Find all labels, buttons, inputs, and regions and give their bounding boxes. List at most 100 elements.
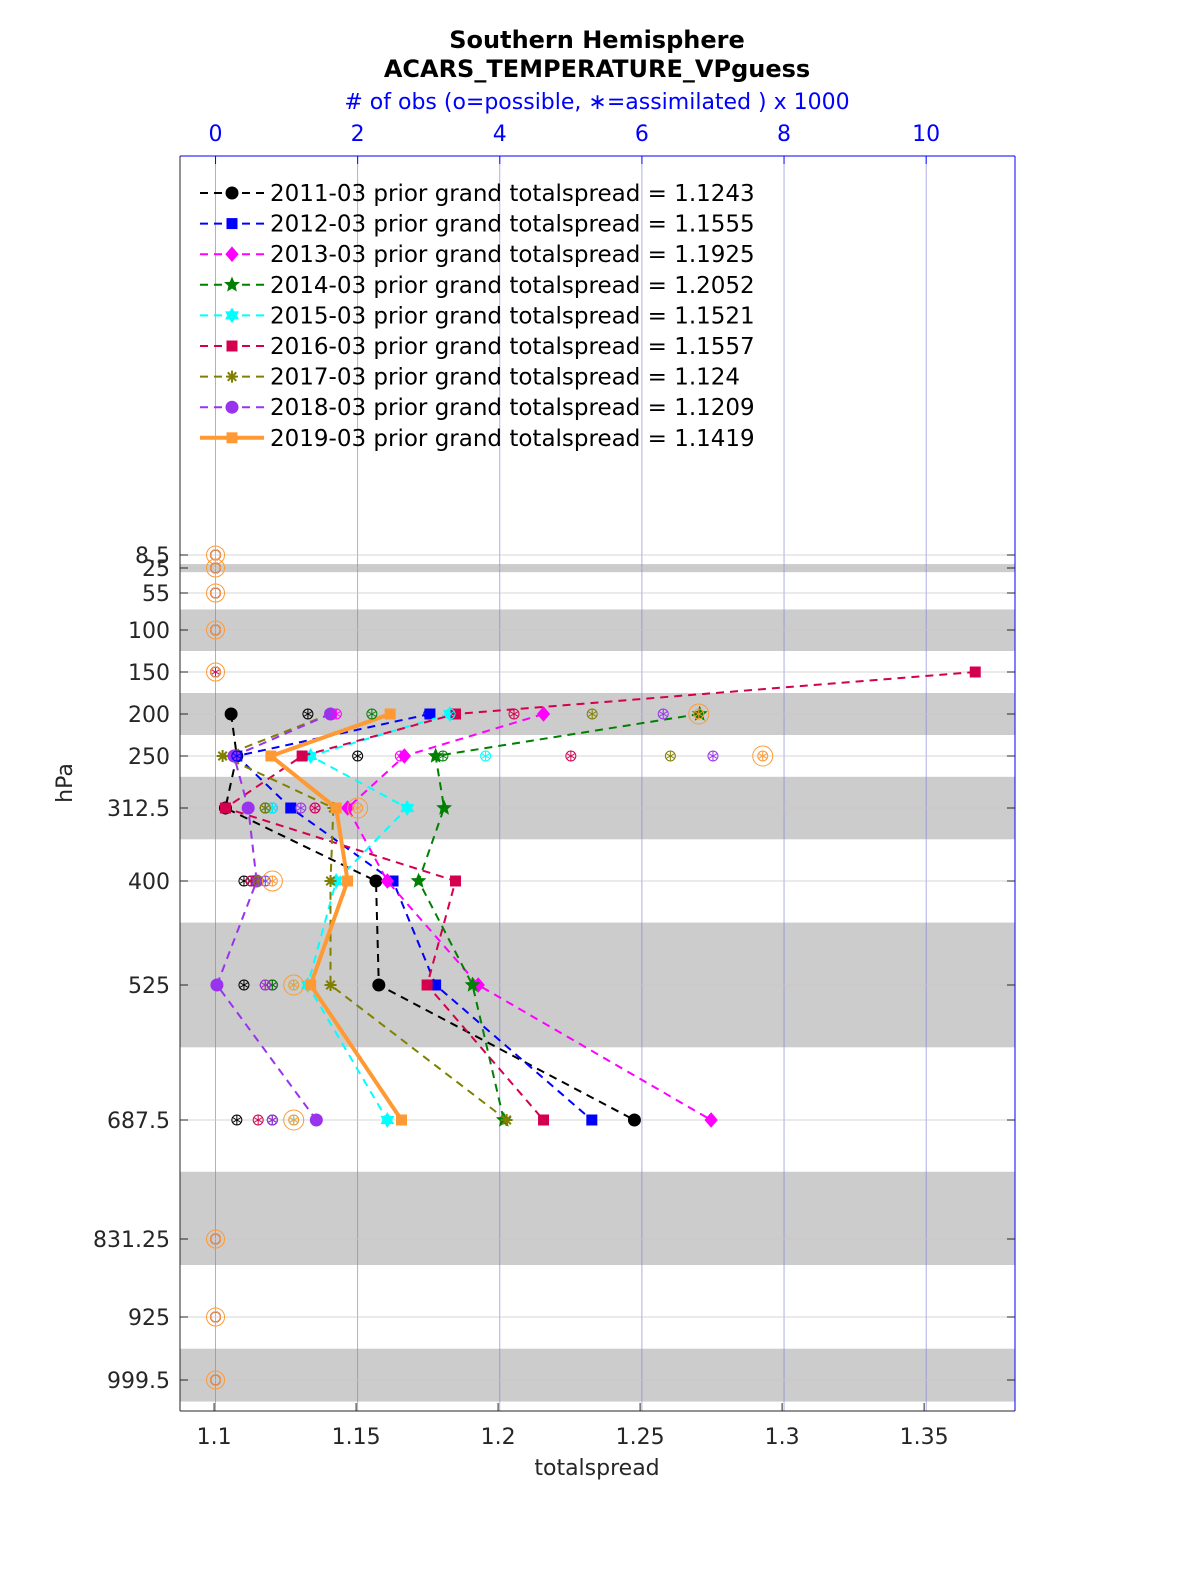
y-tick-label: 25 [142, 557, 170, 582]
obs-assimilated-marker [303, 709, 313, 719]
x-axis-label: totalspread [534, 1456, 659, 1481]
obs-assimilated-marker [438, 751, 448, 761]
obs-zero-ring [206, 620, 226, 640]
data-point-2019-03 [330, 802, 342, 814]
obs-large-ring [261, 870, 283, 892]
obs-assimilated-marker [239, 980, 249, 990]
obs-assimilated-marker [480, 751, 491, 761]
obs-assimilated-marker [445, 709, 455, 719]
obs-zero-marker [210, 1374, 222, 1386]
series-line-2015-03 [306, 713, 451, 1121]
legend-label-2012-03: 2012-03 prior grand totalspread = 1.1555 [270, 212, 755, 238]
obs-large-ring [688, 703, 710, 725]
obs-zero-ring [206, 1307, 226, 1327]
data-point-2016-03 [296, 750, 308, 762]
obs-assimilated-marker [310, 803, 320, 813]
obs-zero-marker [210, 1233, 222, 1245]
chart-subtitle: ACARS_TEMPERATURE_VPguess [384, 55, 810, 83]
series-group [210, 666, 981, 1128]
top-axis-label: # of obs (o=possible, ∗=assimilated ) x … [344, 90, 849, 115]
obs-assimilated-marker [658, 709, 668, 719]
y-tick-label: 999.5 [107, 1369, 170, 1394]
data-point-2016-03 [969, 666, 981, 678]
obs-assimilated-marker [232, 1115, 242, 1125]
legend-label-2014-03: 2014-03 prior grand totalspread = 1.2052 [270, 273, 755, 299]
legend: 2011-03 prior grand totalspread = 1.1243… [200, 181, 755, 452]
obs-assimilated-marker [694, 709, 704, 719]
obs-assimilated-marker [232, 751, 242, 761]
data-point-2019-03 [384, 708, 396, 720]
y-tick-label: 687.5 [107, 1109, 170, 1134]
obs-assimilated-marker [509, 709, 519, 719]
data-point-2017-03 [324, 979, 337, 991]
obs-assimilated-marker [395, 751, 405, 761]
obs-assimilated-marker [267, 1115, 277, 1125]
data-point-2017-03 [500, 1114, 513, 1126]
level-band [180, 1171, 1015, 1265]
obs-assimilated-marker [708, 751, 718, 761]
data-point-2018-03 [309, 1113, 323, 1127]
obs-assimilated-marker [331, 709, 341, 719]
legend-marker-2019-03 [226, 432, 238, 444]
obs-large-ring [283, 1109, 305, 1131]
obs-large-ring [752, 745, 774, 767]
obs-assimilated-marker [253, 1115, 263, 1125]
data-point-2011-03 [627, 1113, 641, 1127]
obs-zero-marker [210, 587, 222, 599]
obs-large-ring [283, 974, 305, 996]
data-point-2013-03 [704, 1112, 718, 1128]
data-point-2015-03 [380, 1112, 395, 1128]
y-tick-label: 8.5 [135, 544, 170, 569]
data-point-2016-03 [538, 1114, 550, 1126]
obs-zero-ring [206, 583, 226, 603]
data-point-2017-03 [216, 750, 229, 762]
legend-label-2019-03: 2019-03 prior grand totalspread = 1.1419 [270, 426, 755, 452]
y-tick-label: 831.25 [93, 1228, 170, 1253]
x-tick-label: 1.35 [900, 1425, 949, 1450]
obs-assimilated-marker [758, 751, 768, 761]
obs-assimilated-marker [353, 751, 363, 761]
data-point-2019-03 [342, 875, 354, 887]
legend-marker-2016-03 [226, 340, 238, 352]
top-tick-label: 6 [635, 122, 649, 147]
y-tick-label: 312.5 [107, 797, 170, 822]
top-tick-label: 2 [351, 122, 365, 147]
chart-title: Southern Hemisphere [449, 26, 745, 54]
y-tick-label: 55 [142, 582, 170, 607]
series-line-2017-03 [220, 713, 508, 1121]
legend-marker-2011-03 [225, 186, 239, 200]
series-line-2018-03 [215, 713, 331, 1121]
legend-marker-2015-03 [225, 307, 239, 324]
obs-assimilated-marker [665, 751, 675, 761]
x-tick-label: 1.15 [332, 1425, 381, 1450]
obs-assimilated-marker [296, 803, 306, 813]
top-tick-label: 8 [777, 122, 791, 147]
data-point-2013-03 [380, 873, 394, 889]
obs-zero-ring [206, 1229, 226, 1249]
top-tick-label: 0 [209, 122, 223, 147]
obs-assimilated-marker [289, 1115, 299, 1125]
data-point-2015-03 [400, 800, 415, 816]
data-point-2014-03 [427, 747, 444, 763]
data-point-2016-03 [449, 875, 461, 887]
y-tick-label: 150 [128, 661, 170, 686]
y-tick-label: 925 [128, 1306, 170, 1331]
data-point-2016-03 [421, 979, 433, 991]
y-tick-label: 250 [128, 745, 170, 770]
data-point-2018-03 [210, 978, 224, 992]
y-axis-label: hPa [53, 763, 78, 803]
obs-zero-ring [206, 1370, 226, 1390]
top-tick-label: 4 [493, 122, 507, 147]
obs-assimilated-marker [210, 667, 221, 677]
obs-zero-marker [210, 549, 222, 561]
series-line-2012-03 [234, 713, 593, 1121]
obs-assimilated-marker [424, 709, 434, 719]
legend-marker-2014-03 [224, 276, 240, 292]
data-point-2017-03 [324, 875, 337, 887]
legend-marker-2013-03 [225, 246, 239, 262]
series-line-2019-03 [266, 712, 404, 1122]
legend-label-2013-03: 2013-03 prior grand totalspread = 1.1925 [270, 242, 755, 268]
data-point-2016-03 [219, 802, 231, 814]
obs-assimilated-marker [587, 709, 597, 719]
